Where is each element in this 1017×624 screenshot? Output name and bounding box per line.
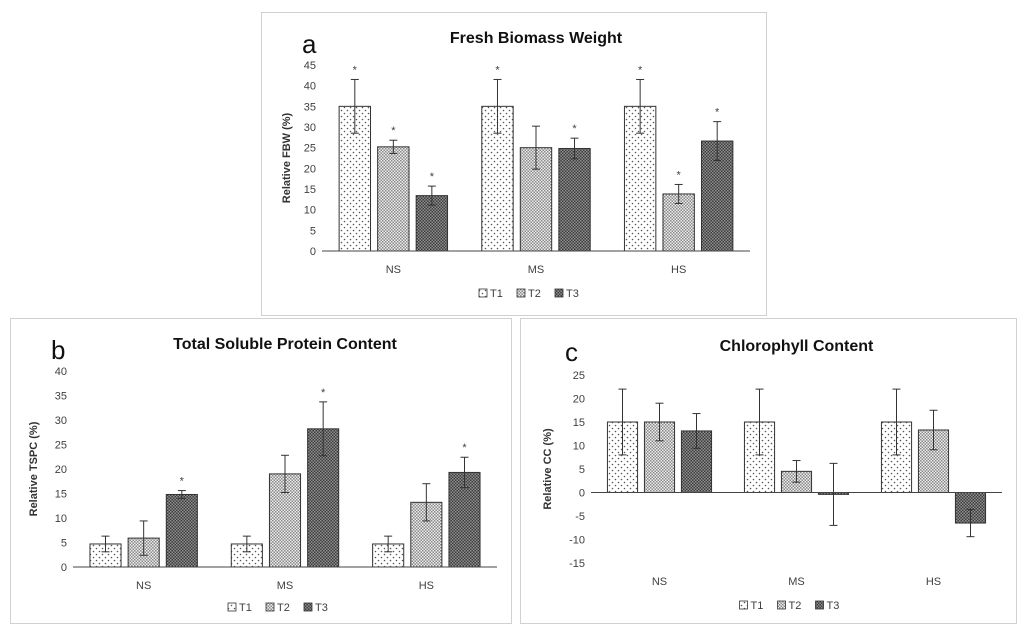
chart-total-soluble-protein-content: b Total Soluble Protein Content Relative T… [28, 335, 497, 614]
significance-marker: * [321, 387, 326, 399]
bar-T3-HS [448, 471, 481, 568]
significance-marker: * [495, 64, 500, 76]
legend-swatch-T3 [554, 288, 564, 298]
legend-label: T2 [789, 600, 802, 612]
significance-marker: * [715, 107, 720, 119]
y-tick-label: 5 [310, 225, 316, 237]
y-axis-label: Relative TSPC (%) [28, 421, 40, 516]
y-tick-label: 40 [304, 81, 316, 93]
y-tick-label: 20 [573, 394, 585, 406]
y-tick-label: 0 [310, 246, 316, 258]
x-category-label: HS [926, 576, 941, 588]
legend-swatch-T3 [815, 600, 824, 610]
significance-marker: * [180, 476, 185, 488]
x-category-label: NS [652, 576, 667, 588]
y-tick-label: 15 [304, 184, 316, 196]
bar-T3-NS [165, 493, 198, 568]
y-tick-label: 25 [55, 440, 67, 452]
x-category-label: MS [277, 580, 294, 592]
panel-b: b Total Soluble Protein Content Relative T… [10, 318, 512, 624]
legend-swatch-T1 [739, 600, 748, 610]
y-tick-label: 25 [304, 143, 316, 155]
legend-label: T2 [277, 602, 290, 614]
significance-marker: * [638, 64, 643, 76]
y-tick-label: 25 [573, 370, 585, 382]
significance-marker: * [430, 171, 435, 183]
y-tick-label: 10 [304, 205, 316, 217]
chart-fresh-biomass-weight: a Fresh Biomass Weight Relative FBW (%) 0 5 1… [281, 29, 750, 300]
chart-title: Total Soluble Protein Content [173, 336, 397, 353]
panel-letter: a [302, 29, 317, 59]
y-tick-label: 30 [304, 122, 316, 134]
y-tick-label: 15 [55, 489, 67, 501]
panel-a: a Fresh Biomass Weight Relative FBW (%) 0 5 1… [261, 12, 767, 316]
legend-label: T3 [827, 600, 840, 612]
x-category-label: HS [419, 580, 434, 592]
bar-T3-MS [558, 147, 591, 252]
y-tick-label: 10 [55, 513, 67, 525]
significance-marker: * [572, 123, 577, 135]
legend-label: T1 [490, 288, 503, 300]
x-category-label: NS [136, 580, 151, 592]
legend-swatch-T1 [478, 288, 488, 298]
legend-swatch-T2 [777, 600, 786, 610]
significance-marker: * [462, 442, 467, 454]
y-tick-label: 20 [304, 163, 316, 175]
y-tick-label: -10 [569, 535, 585, 547]
legend-label: T2 [528, 288, 541, 300]
y-tick-label: 30 [55, 415, 67, 427]
significance-marker: * [391, 125, 396, 137]
y-tick-label: 15 [573, 417, 585, 429]
y-axis-label: Relative CC (%) [542, 428, 554, 510]
legend-label: T1 [751, 600, 764, 612]
chart-title: Chlorophyll Content [720, 338, 874, 355]
legend-swatch-T2 [516, 288, 526, 298]
panel-letter: b [51, 335, 65, 365]
y-tick-label: 35 [55, 391, 67, 403]
x-category-label: NS [386, 264, 401, 276]
legend-label: T3 [315, 602, 328, 614]
legend-label: T3 [566, 288, 579, 300]
bar-T2-NS [377, 146, 410, 252]
x-category-label: HS [671, 264, 686, 276]
chart-chlorophyll-content: c Chlorophyll Content Relative CC (%) -15 -1… [542, 337, 1002, 612]
y-tick-label: 5 [579, 464, 585, 476]
significance-marker: * [353, 64, 358, 76]
y-tick-label: 0 [579, 488, 585, 500]
legend-swatch-T2 [265, 602, 275, 612]
y-tick-label: 35 [304, 101, 316, 113]
y-tick-label: 5 [61, 538, 67, 550]
y-tick-label: -15 [569, 558, 585, 570]
x-category-label: MS [788, 576, 805, 588]
y-tick-label: 20 [55, 464, 67, 476]
panel-letter: c [565, 337, 578, 367]
legend-label: T1 [239, 602, 252, 614]
y-axis-label: Relative FBW (%) [281, 112, 293, 203]
x-category-label: MS [528, 264, 545, 276]
panel-c: c Chlorophyll Content Relative CC (%) -15 -1… [520, 318, 1017, 624]
y-tick-label: 45 [304, 60, 316, 72]
legend-swatch-T3 [303, 602, 313, 612]
chart-title: Fresh Biomass Weight [450, 30, 623, 47]
significance-marker: * [677, 169, 682, 181]
y-tick-label: -5 [575, 511, 585, 523]
y-tick-label: 10 [573, 441, 585, 453]
y-tick-label: 0 [61, 562, 67, 574]
y-tick-label: 40 [55, 366, 67, 378]
legend-swatch-T1 [227, 602, 237, 612]
